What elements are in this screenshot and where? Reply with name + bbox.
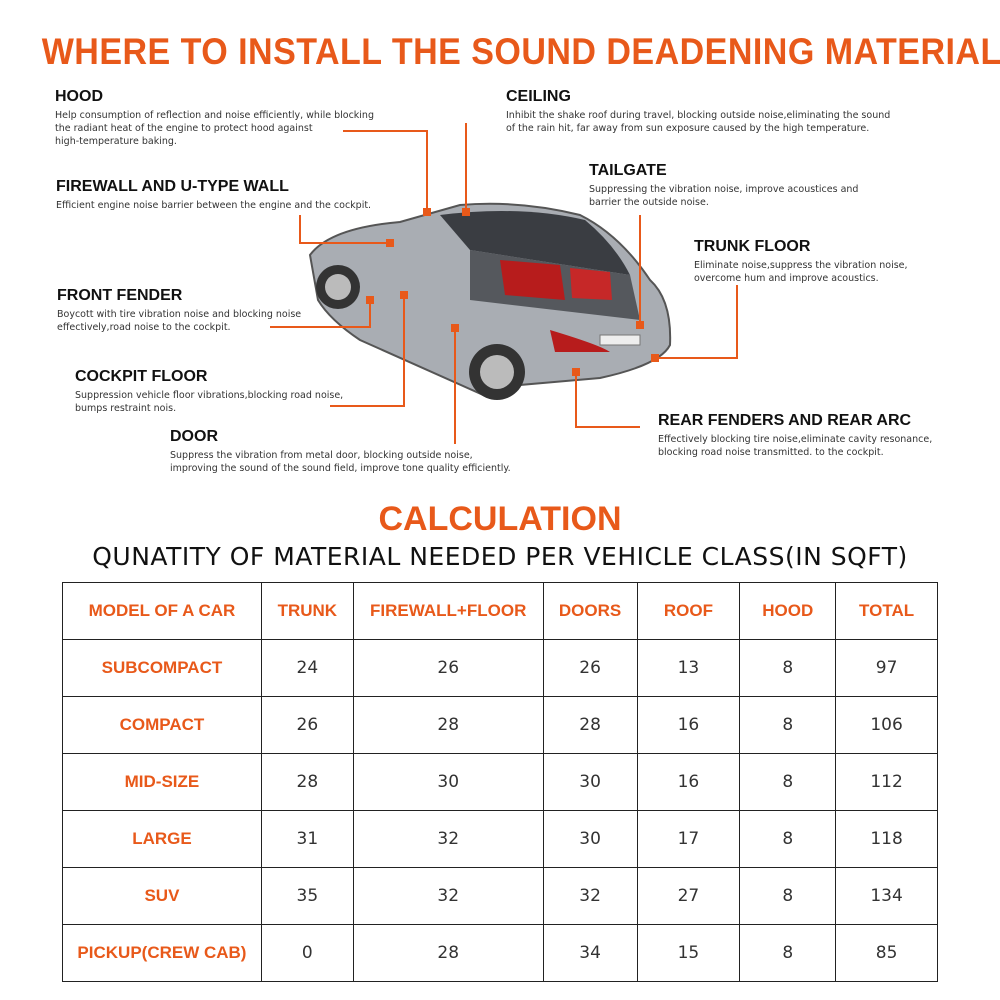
label-firewall: FIREWALL AND U-TYPE WALL Efficient engine… (56, 178, 371, 212)
column-header: MODEL OF A CAR (62, 582, 262, 640)
table-cell: 30 (542, 810, 638, 868)
row-header: COMPACT (62, 696, 262, 754)
table-cell: 16 (636, 753, 741, 811)
label-text: Suppression vehicle floor vibrations,blo… (75, 390, 344, 414)
label-hood: HOOD Help consumption of reflection and n… (55, 88, 374, 148)
table-cell: 17 (636, 810, 741, 868)
table-cell: 8 (739, 639, 837, 697)
table-cell: 8 (739, 810, 837, 868)
table-cell: 118 (835, 810, 938, 868)
table-cell: 106 (835, 696, 938, 754)
column-header: ROOF (636, 582, 741, 640)
table-cell: 26 (542, 639, 638, 697)
table-row: COMPACT 26 28 28 16 8 106 (62, 696, 938, 754)
label-front-fender: FRONT FENDER Boycott with tire vibration … (57, 287, 301, 334)
label-text: Effectively blocking tire noise,eliminat… (658, 434, 933, 458)
main-title-wrap: WHERE TO INSTALL THE SOUND DEADENING MAT… (0, 30, 1000, 74)
callout-lines (270, 123, 738, 444)
table-cell: 8 (739, 696, 837, 754)
table-cell: 28 (542, 696, 638, 754)
material-table: MODEL OF A CAR TRUNK FIREWALL+FLOOR DOORS RO… (62, 582, 938, 982)
table-cell: 13 (636, 639, 741, 697)
column-header: TOTAL (835, 582, 938, 640)
label-ceiling: CEILING Inhibit the shake roof during tra… (506, 88, 890, 135)
table-cell: 28 (352, 696, 544, 754)
label-title: FIREWALL AND U-TYPE WALL (56, 178, 289, 195)
label-title: DOOR (170, 428, 218, 445)
column-header: TRUNK (260, 582, 354, 640)
table-cell: 34 (542, 924, 638, 982)
label-trunk-floor: TRUNK FLOOR Eliminate noise,suppress the … (694, 238, 908, 285)
label-text: Efficient engine noise barrier between t… (56, 200, 372, 211)
label-title: COCKPIT FLOOR (75, 368, 208, 385)
table-cell: 15 (636, 924, 741, 982)
label-title: REAR FENDERS AND REAR ARC (658, 412, 912, 429)
label-text: Eliminate noise,suppress the vibration n… (694, 260, 908, 284)
car-cutaway-illustration (270, 123, 738, 444)
label-text: Inhibit the shake roof during travel, bl… (506, 110, 891, 134)
table-cell: 32 (542, 867, 638, 925)
main-title: WHERE TO INSTALL THE SOUND DEADENING MAT… (41, 31, 1000, 72)
row-header: PICKUP(CREW CAB) (62, 924, 262, 982)
table-cell: 32 (352, 867, 544, 925)
table-cell: 97 (835, 639, 938, 697)
table-cell: 16 (636, 696, 741, 754)
table-cell: 26 (352, 639, 544, 697)
row-header: LARGE (62, 810, 262, 868)
table-cell: 26 (260, 696, 354, 754)
callout-markers (366, 208, 659, 376)
label-text: Help consumption of reflection and noise… (55, 110, 374, 147)
row-header: SUV (62, 867, 262, 925)
label-text: Suppress the vibration from metal door, … (170, 450, 511, 474)
table-cell: 8 (739, 753, 837, 811)
label-title: FRONT FENDER (57, 287, 183, 304)
table-cell: 134 (835, 867, 938, 925)
table-row: SUV 35 32 32 27 8 134 (62, 867, 938, 925)
table-cell: 32 (352, 810, 544, 868)
label-tailgate: TAILGATE Suppressing the vibration noise,… (589, 162, 858, 209)
table-cell: 24 (260, 639, 354, 697)
table-cell: 27 (636, 867, 741, 925)
column-header: HOOD (739, 582, 837, 640)
label-title: TRUNK FLOOR (694, 238, 811, 255)
calculation-heading: CALCULATION (378, 500, 622, 538)
table-cell: 8 (739, 924, 837, 982)
row-header: SUBCOMPACT (62, 639, 262, 697)
table-cell: 8 (739, 867, 837, 925)
calculation-heading-wrap: CALCULATION (0, 500, 1000, 538)
table-cell: 30 (542, 753, 638, 811)
table-row: SUBCOMPACT 24 26 26 13 8 97 (62, 639, 938, 697)
label-cockpit-floor: COCKPIT FLOOR Suppression vehicle floor v… (75, 368, 343, 415)
label-text: Boycott with tire vibration noise and bl… (57, 309, 302, 333)
label-rear-fenders: REAR FENDERS AND REAR ARC Effectively blo… (658, 412, 932, 459)
table-cell: 28 (352, 924, 544, 982)
table-cell: 35 (260, 867, 354, 925)
table-cell: 85 (835, 924, 938, 982)
table-row: MID-SIZE 28 30 30 16 8 112 (62, 753, 938, 811)
table-cell: 0 (260, 924, 354, 982)
car-body (308, 202, 672, 400)
table-cell: 30 (352, 753, 544, 811)
label-title: CEILING (506, 88, 571, 105)
table-row: PICKUP(CREW CAB) 0 28 34 15 8 85 (62, 924, 938, 982)
row-header: MID-SIZE (62, 753, 262, 811)
table-cell: 31 (260, 810, 354, 868)
calculation-subtitle-wrap: QUNATITY OF MATERIAL NEEDED PER VEHICLE … (0, 542, 1000, 572)
table-row: LARGE 31 32 30 17 8 118 (62, 810, 938, 868)
label-text: Suppressing the vibration noise, improve… (589, 184, 859, 208)
table-cell: 28 (260, 753, 354, 811)
calculation-subtitle: QUNATITY OF MATERIAL NEEDED PER VEHICLE … (92, 542, 908, 571)
column-header: FIREWALL+FLOOR (352, 582, 544, 640)
label-title: HOOD (55, 88, 103, 105)
table-cell: 112 (835, 753, 938, 811)
table-header-row: MODEL OF A CAR TRUNK FIREWALL+FLOOR DOORS RO… (62, 582, 938, 640)
column-header: DOORS (542, 582, 638, 640)
label-title: TAILGATE (589, 162, 667, 179)
label-door: DOOR Suppress the vibration from metal do… (170, 428, 511, 475)
